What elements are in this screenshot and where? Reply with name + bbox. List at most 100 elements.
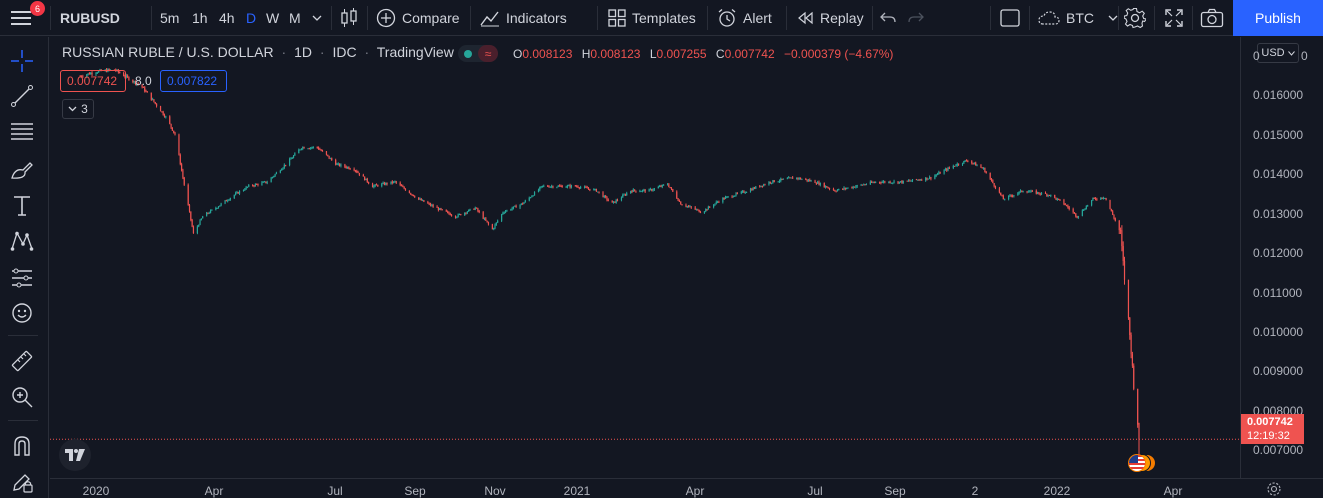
- candle-body: [178, 134, 180, 155]
- lock-drawing-tool[interactable]: [9, 469, 35, 495]
- fib-tool[interactable]: [9, 119, 35, 145]
- candle-body: [348, 167, 350, 169]
- interval-m[interactable]: M: [289, 10, 301, 26]
- interval-4h[interactable]: 4h: [219, 10, 235, 26]
- price-tick: 0.010000: [1253, 325, 1304, 339]
- fullscreen-button[interactable]: [1164, 0, 1184, 36]
- candle-body: [468, 209, 470, 212]
- menu-button[interactable]: 6: [10, 0, 45, 36]
- undo-button[interactable]: [880, 0, 896, 36]
- redo-button[interactable]: [908, 0, 924, 36]
- candle-body: [1133, 365, 1135, 389]
- market-status-toggle[interactable]: ≈: [458, 45, 498, 62]
- candle-body: [441, 209, 443, 211]
- candle-body: [630, 190, 632, 194]
- icon-tool[interactable]: [9, 300, 35, 326]
- trend-line-tool[interactable]: [9, 83, 35, 109]
- axis-currency-button[interactable]: USD: [1257, 43, 1299, 63]
- candle-body: [520, 203, 522, 205]
- candle-body: [419, 198, 421, 200]
- candle-body: [252, 184, 254, 186]
- top-partial-tick-end: 0: [1301, 49, 1308, 63]
- symbol-search[interactable]: RUBUSD: [60, 10, 120, 26]
- candle-body: [753, 187, 756, 189]
- chart-type-button[interactable]: [340, 0, 358, 36]
- candle-body: [713, 205, 715, 208]
- candle-body: [219, 205, 221, 207]
- economic-event-badge[interactable]: [1128, 454, 1156, 472]
- currency-selector[interactable]: BTC: [1038, 0, 1118, 36]
- candle-body: [311, 147, 313, 149]
- alert-button[interactable]: Alert: [717, 0, 772, 36]
- candle-body: [510, 209, 512, 211]
- compare-label: Compare: [402, 10, 460, 26]
- axis-settings-button[interactable]: [1266, 481, 1282, 498]
- candle-body: [281, 169, 283, 171]
- candle-body: [967, 161, 969, 163]
- candle-body: [1127, 279, 1130, 318]
- interval-w[interactable]: W: [266, 10, 280, 26]
- prediction-tool[interactable]: [9, 265, 35, 291]
- chart-pane[interactable]: [50, 37, 1240, 478]
- tradingview-logo[interactable]: [59, 439, 91, 471]
- snapshot-button[interactable]: [1200, 0, 1224, 36]
- price-axis[interactable]: USD 0 0 0.016000 0.015000 0.014000 0.013…: [1240, 37, 1323, 478]
- compare-button[interactable]: Compare: [376, 0, 460, 36]
- candle-body: [898, 181, 900, 184]
- buy-button[interactable]: 0.007822: [160, 70, 227, 92]
- indicator-count: 3: [81, 102, 88, 116]
- candle-body: [580, 187, 582, 189]
- time-axis[interactable]: 2020 Apr Jul Sep Nov 2021 Apr Jul Sep 2 …: [50, 478, 1323, 498]
- magnet-tool[interactable]: [9, 433, 35, 459]
- brush-tool[interactable]: [9, 157, 35, 183]
- candle-body: [715, 201, 717, 204]
- candle-body: [1040, 192, 1043, 195]
- candle-body: [229, 198, 231, 200]
- candle-body: [740, 191, 742, 194]
- indicators-collapse-button[interactable]: 3: [62, 99, 94, 119]
- candle-body: [308, 148, 310, 150]
- candle-body: [253, 185, 255, 187]
- ruler-icon: [11, 350, 33, 372]
- candle-body: [274, 174, 276, 177]
- candle-body: [354, 170, 357, 172]
- zoom-tool[interactable]: [9, 384, 35, 410]
- candle-body: [690, 206, 692, 208]
- toolbar-divider: [8, 335, 38, 336]
- measure-tool[interactable]: [9, 348, 35, 374]
- interval-d[interactable]: D: [246, 10, 257, 26]
- candle-body: [411, 194, 413, 196]
- publish-button[interactable]: Publish: [1233, 0, 1323, 36]
- indicators-button[interactable]: Indicators: [480, 0, 567, 36]
- candle-body: [631, 190, 633, 192]
- candle-body: [763, 184, 765, 187]
- candle-body: [734, 195, 736, 197]
- candle-body: [469, 208, 471, 210]
- layout-button[interactable]: [1000, 0, 1020, 36]
- candle-body: [183, 177, 185, 185]
- interval-5m[interactable]: 5m: [160, 10, 180, 26]
- candle-body: [602, 192, 604, 198]
- replay-button[interactable]: Replay: [796, 0, 864, 36]
- candle-body: [643, 189, 645, 191]
- settings-button[interactable]: [1124, 0, 1146, 36]
- sell-button[interactable]: 0.007742: [60, 70, 126, 92]
- text-tool[interactable]: [9, 193, 35, 219]
- candle-body: [292, 155, 295, 158]
- candle-body: [954, 165, 956, 167]
- templates-button[interactable]: Templates: [608, 0, 696, 36]
- candle-body: [256, 184, 258, 186]
- candle-body: [623, 194, 625, 196]
- pattern-tool[interactable]: [9, 228, 35, 254]
- interval-1h[interactable]: 1h: [192, 10, 208, 26]
- candle-body: [805, 179, 807, 181]
- crosshair-tool[interactable]: [9, 48, 35, 74]
- candle-body: [648, 189, 650, 192]
- axis-currency-label: USD: [1261, 47, 1285, 59]
- interval-dropdown[interactable]: [312, 0, 322, 36]
- candle-body: [649, 189, 652, 191]
- candle-body: [169, 116, 171, 124]
- candle-body: [487, 222, 490, 225]
- candle-body: [1109, 200, 1111, 209]
- time-tick: 2021: [563, 484, 591, 498]
